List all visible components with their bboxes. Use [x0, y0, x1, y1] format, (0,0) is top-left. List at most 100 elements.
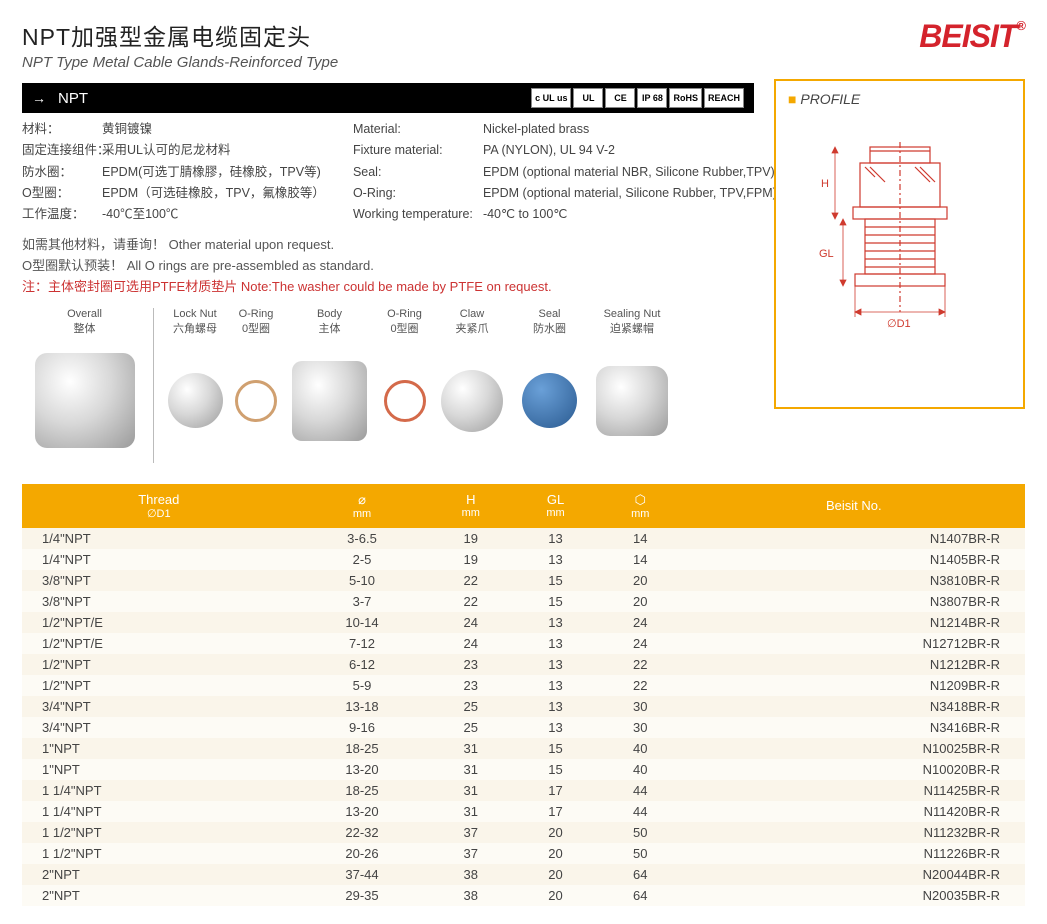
table-cell: 25	[428, 696, 513, 717]
part-item: Claw夹紧爪	[432, 308, 512, 466]
table-cell: 22	[428, 591, 513, 612]
table-cell: 50	[598, 822, 683, 843]
table-row: 1"NPT18-25311540N10025BR-R	[22, 738, 1025, 759]
specs-chinese: 材料：黄铜镀镍固定连接组件：采用UL认可的尼龙材料防水圈：EPDM(可选丁腈橡膠…	[22, 119, 325, 225]
table-cell: 30	[598, 717, 683, 738]
part-item: Lock Nut六角螺母	[160, 308, 230, 466]
table-cell: 64	[598, 864, 683, 885]
notes: 如需其他材料，请垂询！ Other material upon request.…	[22, 235, 754, 297]
arrow-icon: →	[32, 90, 46, 106]
table-cell: 13	[513, 633, 598, 654]
table-cell: 14	[598, 549, 683, 570]
table-cell: 13	[513, 675, 598, 696]
table-cell: 13	[513, 696, 598, 717]
table-row: 1/4"NPT2-5191314N1405BR-R	[22, 549, 1025, 570]
table-cell: 20-26	[296, 843, 429, 864]
table-cell: 20	[513, 864, 598, 885]
table-cell: 38	[428, 864, 513, 885]
table-cell: 13	[513, 717, 598, 738]
table-cell: 3-6.5	[296, 528, 429, 549]
table-row: 1/2"NPT/E7-12241324N12712BR-R	[22, 633, 1025, 654]
table-row: 2"NPT37-44382064N20044BR-R	[22, 864, 1025, 885]
table-cell: 13	[513, 612, 598, 633]
product-code: NPT	[58, 90, 531, 107]
table-cell: 5-10	[296, 570, 429, 591]
table-cell: 23	[428, 654, 513, 675]
table-cell: N3416BR-R	[683, 717, 1025, 738]
table-cell: 13-18	[296, 696, 429, 717]
cert-badge: IP 68	[637, 88, 667, 108]
spec-row: 材料：黄铜镀镍	[22, 119, 325, 140]
note-line: 注：主体密封圈可选用PTFE材质垫片 Note:The washer could…	[22, 277, 754, 298]
table-cell: 2"NPT	[22, 864, 296, 885]
table-cell: 31	[428, 759, 513, 780]
part-item: O-Ring0型圈	[377, 308, 432, 466]
certifications: c UL usULCEIP 68RoHSREACH	[531, 88, 744, 108]
table-cell: 64	[598, 885, 683, 906]
table-cell: 17	[513, 780, 598, 801]
table-cell: 13-20	[296, 759, 429, 780]
table-cell: 1"NPT	[22, 738, 296, 759]
table-row: 2"NPT29-35382064N20035BR-R	[22, 885, 1025, 906]
table-cell: 37	[428, 843, 513, 864]
specs-english: Material:Nickel-plated brassFixture mate…	[353, 119, 777, 225]
table-cell: 7-12	[296, 633, 429, 654]
table-row: 1"NPT13-20311540N10020BR-R	[22, 759, 1025, 780]
note-line: 如需其他材料，请垂询！ Other material upon request.	[22, 235, 754, 256]
table-row: 1 1/4"NPT18-25311744N11425BR-R	[22, 780, 1025, 801]
spec-row: Seal:EPDM (optional material NBR, Silico…	[353, 162, 777, 183]
table-cell: 15	[513, 570, 598, 591]
profile-diagram-box: ■ PROFILE	[774, 79, 1025, 409]
cert-badge: CE	[605, 88, 635, 108]
table-cell: N11232BR-R	[683, 822, 1025, 843]
table-cell: 1 1/4"NPT	[22, 801, 296, 822]
table-cell: 1 1/2"NPT	[22, 822, 296, 843]
svg-text:∅D1: ∅D1	[887, 318, 911, 330]
table-row: 3/4"NPT13-18251330N3418BR-R	[22, 696, 1025, 717]
brand-logo: BEISIT®	[919, 18, 1025, 55]
table-cell: N20044BR-R	[683, 864, 1025, 885]
part-item: Body主体	[282, 308, 377, 466]
table-cell: N10025BR-R	[683, 738, 1025, 759]
table-cell: 2"NPT	[22, 885, 296, 906]
table-cell: N20035BR-R	[683, 885, 1025, 906]
part-item: Overall整体	[22, 308, 147, 466]
table-cell: 15	[513, 738, 598, 759]
spec-row: 工作温度：-40℃至100℃	[22, 204, 325, 225]
table-cell: 19	[428, 528, 513, 549]
dimension-diagram: H GL ∅D1	[788, 137, 1011, 367]
table-cell: 20	[513, 885, 598, 906]
table-cell: 31	[428, 738, 513, 759]
table-row: 3/8"NPT5-10221520N3810BR-R	[22, 570, 1025, 591]
table-cell: 24	[598, 612, 683, 633]
table-cell: 30	[598, 696, 683, 717]
spec-row: 防水圈：EPDM(可选丁腈橡膠，硅橡胶，TPV等)	[22, 162, 325, 183]
table-cell: 20	[598, 591, 683, 612]
table-row: 1/2"NPT5-9231322N1209BR-R	[22, 675, 1025, 696]
profile-title: ■ PROFILE	[788, 91, 1011, 107]
table-header-cell: Hmm	[428, 484, 513, 528]
table-cell: 13-20	[296, 801, 429, 822]
table-header-cell: Beisit No.	[683, 484, 1025, 528]
table-cell: 3/8"NPT	[22, 591, 296, 612]
table-cell: 3/4"NPT	[22, 696, 296, 717]
table-cell: 1/2"NPT	[22, 675, 296, 696]
table-row: 1 1/2"NPT20-26372050N11226BR-R	[22, 843, 1025, 864]
part-item: Seal防水圈	[512, 308, 587, 466]
cert-badge: RoHS	[669, 88, 702, 108]
table-cell: 44	[598, 801, 683, 822]
table-cell: 25	[428, 717, 513, 738]
table-cell: 17	[513, 801, 598, 822]
table-cell: 15	[513, 759, 598, 780]
table-cell: 50	[598, 843, 683, 864]
title-english: NPT Type Metal Cable Glands-Reinforced T…	[22, 54, 919, 71]
table-cell: 13	[513, 528, 598, 549]
table-cell: 29-35	[296, 885, 429, 906]
note-line: O型圈默认预装！ All O rings are pre-assembled a…	[22, 256, 754, 277]
cert-badge: UL	[573, 88, 603, 108]
table-cell: 22-32	[296, 822, 429, 843]
spec-row: Material:Nickel-plated brass	[353, 119, 777, 140]
table-cell: 19	[428, 549, 513, 570]
table-cell: 37	[428, 822, 513, 843]
part-item: O-Ring0型圈	[230, 308, 282, 466]
